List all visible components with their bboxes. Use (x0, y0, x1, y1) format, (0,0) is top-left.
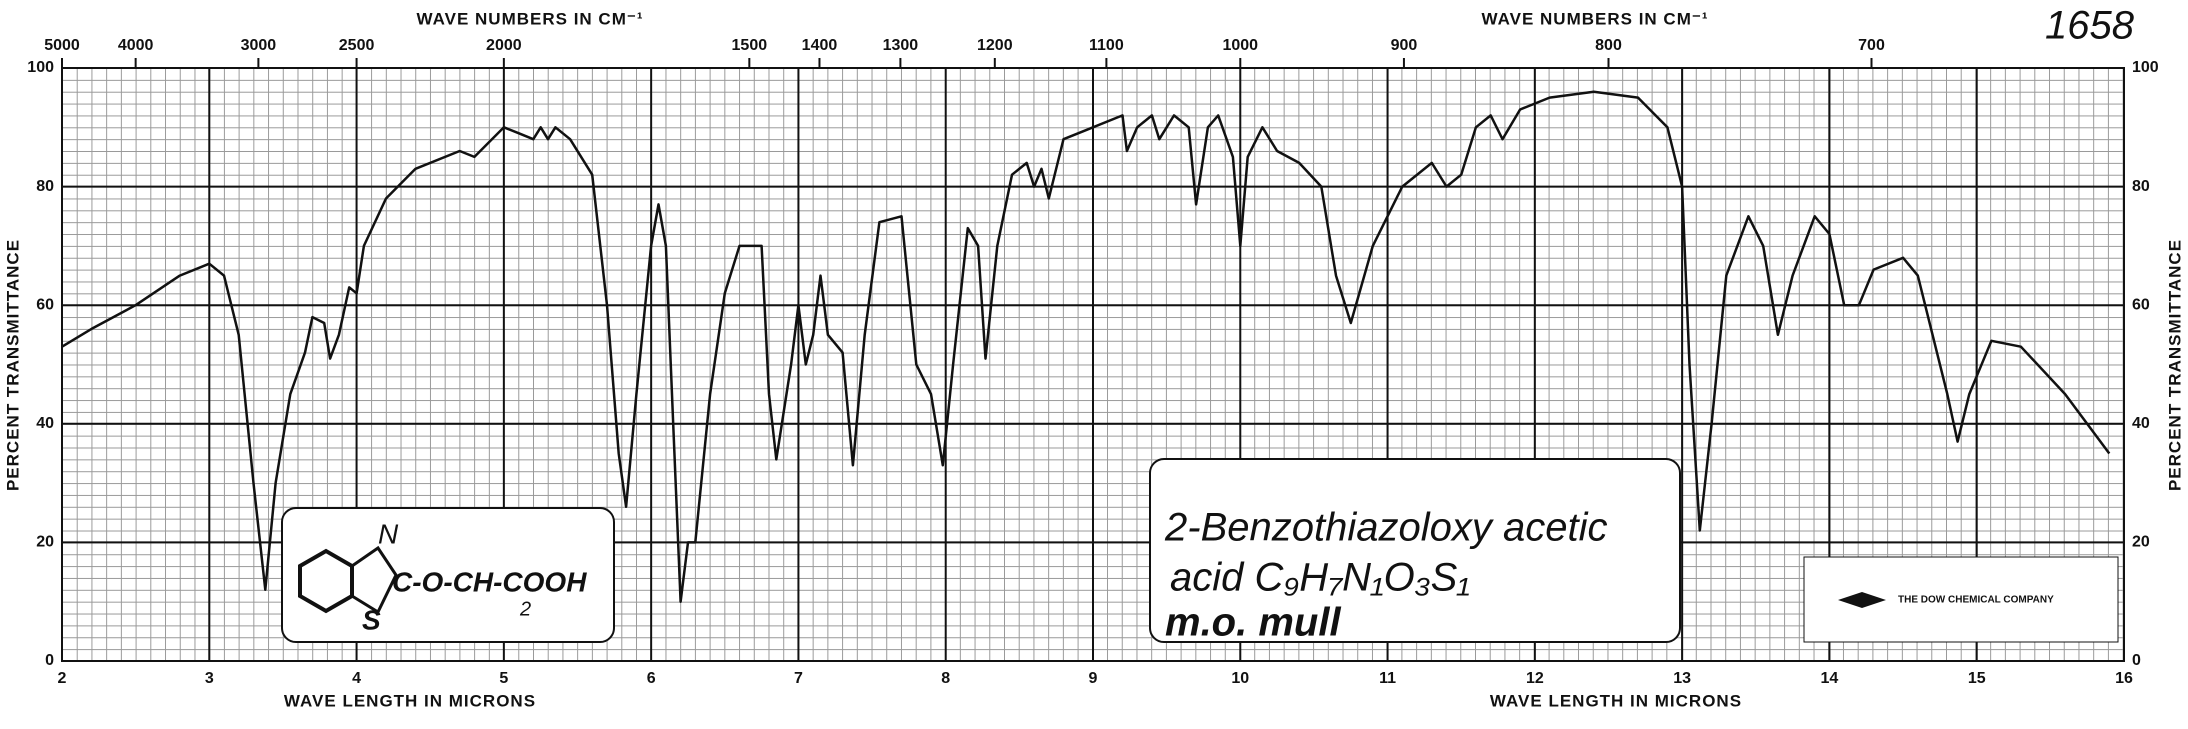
x2-tick-label: 800 (1595, 37, 1622, 54)
x-tick-label: 6 (647, 670, 656, 687)
x2-tick-label: 1300 (883, 37, 919, 54)
ring-s: S (362, 604, 381, 635)
x2-tick-label: 4000 (118, 37, 154, 54)
y-tick-label: 80 (36, 178, 54, 195)
y-tick-label: 100 (27, 59, 54, 76)
x-tick-label: 8 (941, 670, 950, 687)
company-logo (1838, 592, 1886, 608)
x-tick-label: 5 (499, 670, 508, 687)
x-axis-label: WAVE LENGTH IN MICRONS (284, 691, 536, 710)
x2-tick-label: 2000 (486, 37, 522, 54)
y2-tick-label: 40 (2132, 415, 2150, 432)
x-tick-label: 2 (58, 670, 67, 687)
x2-tick-label: 700 (1858, 37, 1885, 54)
side-chain: C-O-CH-COOH (392, 566, 587, 597)
x-tick-label: 12 (1526, 670, 1544, 687)
x-tick-label: 10 (1231, 670, 1249, 687)
compound-name: 2-Benzothiazoloxy acetic (1164, 506, 1607, 550)
x-tick-label: 3 (205, 670, 214, 687)
y2-tick-label: 60 (2132, 296, 2150, 313)
x2-tick-label: 1400 (802, 37, 838, 54)
formula: acid C₉H₇N₁O₃S₁ (1170, 556, 1470, 600)
ring-n: N (378, 518, 399, 549)
sample-id: 1658 (2045, 4, 2135, 48)
y-tick-label: 40 (36, 415, 54, 432)
y-tick-label: 0 (45, 652, 54, 669)
y-tick-label: 20 (36, 534, 54, 551)
company-name: THE DOW CHEMICAL COMPANY (1898, 595, 2054, 606)
y2-tick-label: 0 (2132, 652, 2141, 669)
x2-tick-label: 1200 (977, 37, 1013, 54)
x2-tick-label: 3000 (241, 37, 277, 54)
y2-tick-label: 100 (2132, 59, 2159, 76)
x2-tick-label: 1500 (732, 37, 768, 54)
spectrum-line (61, 90, 2111, 603)
x-tick-label: 9 (1089, 670, 1098, 687)
chain-subscript: 2 (519, 598, 531, 620)
x-tick-label: 14 (1821, 670, 1839, 687)
y-axis-label: PERCENT TRANSMITTANCE (3, 239, 22, 491)
structure-box (281, 507, 615, 643)
x2-tick-label: 1000 (1222, 37, 1258, 54)
x2-tick-label: 900 (1391, 37, 1418, 54)
x-tick-label: 16 (2115, 670, 2133, 687)
x-tick-label: 13 (1673, 670, 1691, 687)
x2-tick-label: 2500 (339, 37, 375, 54)
medium: m.o. mull (1165, 601, 1341, 645)
x-tick-label: 4 (352, 670, 361, 687)
y-tick-label: 60 (36, 296, 54, 313)
x2-axis-label: WAVE NUMBERS IN CM⁻¹ (417, 9, 644, 28)
y-axis-label: PERCENT TRANSMITTANCE (2165, 239, 2184, 491)
x-tick-label: 7 (794, 670, 803, 687)
x2-axis-label: WAVE NUMBERS IN CM⁻¹ (1482, 9, 1709, 28)
x2-tick-label: 1100 (1089, 37, 1124, 54)
y2-tick-label: 20 (2132, 534, 2150, 551)
y2-tick-label: 80 (2132, 178, 2150, 195)
x-tick-label: 15 (1968, 670, 1986, 687)
thiazole-ring (351, 545, 398, 615)
x-axis-label: WAVE LENGTH IN MICRONS (1490, 691, 1742, 710)
x-tick-label: 11 (1379, 670, 1396, 687)
compound-box (1149, 458, 1681, 643)
x2-tick-label: 5000 (44, 37, 80, 54)
